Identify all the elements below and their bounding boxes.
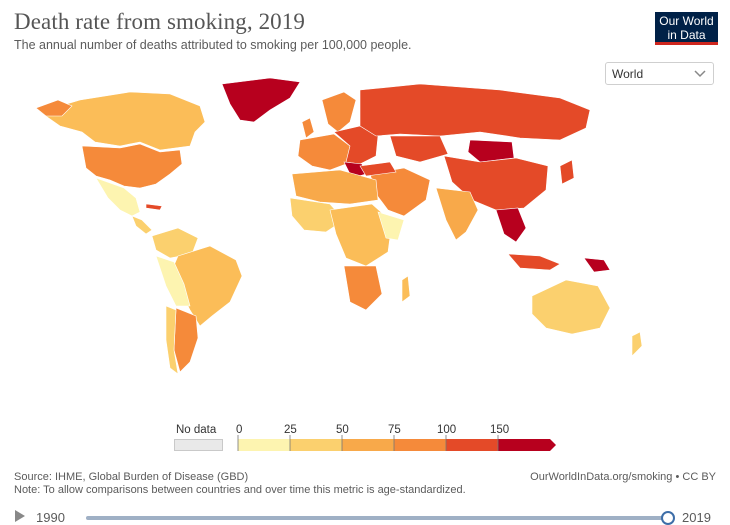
country-scandinavia[interactable] bbox=[321, 91, 357, 133]
region-select[interactable]: World bbox=[605, 62, 714, 85]
legend-tick-100: 100 bbox=[437, 424, 457, 436]
country-mexico[interactable] bbox=[95, 177, 141, 217]
source-note: Source: IHME, Global Burden of Disease (… bbox=[14, 471, 249, 483]
timeline-handle[interactable] bbox=[661, 511, 675, 525]
chevron-down-icon bbox=[694, 70, 706, 78]
country-west-africa[interactable] bbox=[289, 197, 345, 233]
country-central-america[interactable] bbox=[131, 215, 153, 235]
country-japan[interactable] bbox=[559, 159, 575, 185]
owid-logo[interactable]: Our World in Data bbox=[655, 12, 718, 45]
legend-bin-25-50 bbox=[290, 439, 342, 451]
legend-tick-75: 75 bbox=[388, 424, 401, 436]
timeline-end-year[interactable]: 2019 bbox=[682, 510, 711, 525]
legend-no-data-label: No data bbox=[176, 424, 217, 436]
legend-bin-100-150 bbox=[446, 439, 498, 451]
country-turkey[interactable] bbox=[359, 161, 397, 177]
legend-no-data-swatch bbox=[174, 439, 223, 451]
logo-line-1: Our World bbox=[659, 14, 714, 28]
country-india[interactable] bbox=[435, 187, 479, 241]
legend-bin-50-75 bbox=[342, 439, 394, 451]
logo-accent-bar bbox=[655, 42, 718, 45]
country-uk[interactable] bbox=[301, 117, 315, 139]
country-alaska[interactable] bbox=[35, 99, 73, 117]
legend-bar bbox=[237, 435, 556, 451]
region-select-value: World bbox=[612, 67, 644, 81]
legend-bin-75-100 bbox=[394, 439, 446, 451]
country-central-africa[interactable] bbox=[329, 203, 393, 267]
country-new-zealand[interactable] bbox=[631, 331, 643, 357]
country-australia[interactable] bbox=[531, 279, 611, 335]
timeline-start-year[interactable]: 1990 bbox=[36, 510, 65, 525]
legend-bin-150-plus bbox=[498, 439, 556, 451]
methodology-note: Note: To allow comparisons between count… bbox=[14, 484, 466, 496]
country-russia[interactable] bbox=[359, 83, 591, 141]
country-united-states[interactable] bbox=[81, 143, 183, 189]
legend-tick-25: 25 bbox=[284, 424, 297, 436]
country-cuba[interactable] bbox=[145, 203, 163, 211]
country-canada[interactable] bbox=[39, 91, 206, 151]
legend-bin-0-25 bbox=[238, 439, 290, 451]
legend-tick-50: 50 bbox=[336, 424, 349, 436]
chart-title: Death rate from smoking, 2019 bbox=[14, 9, 305, 34]
world-map[interactable] bbox=[0, 70, 730, 410]
timeline-track[interactable] bbox=[86, 516, 668, 520]
logo-line-2: in Data bbox=[667, 28, 706, 42]
chart-subtitle: The annual number of deaths attributed t… bbox=[14, 38, 412, 52]
country-middle-east[interactable] bbox=[369, 167, 431, 217]
country-madagascar[interactable] bbox=[401, 275, 411, 303]
country-papua-new-guinea[interactable] bbox=[583, 257, 611, 273]
legend-tick-0: 0 bbox=[236, 424, 243, 436]
country-kazakhstan[interactable] bbox=[389, 135, 449, 163]
country-east-africa[interactable] bbox=[377, 211, 405, 241]
legend-tick-150: 150 bbox=[490, 424, 510, 436]
country-indonesia[interactable] bbox=[507, 253, 561, 271]
source-link[interactable]: OurWorldInData.org/smoking • CC BY bbox=[530, 471, 716, 483]
country-argentina[interactable] bbox=[173, 307, 199, 373]
country-western-europe[interactable] bbox=[297, 133, 351, 171]
play-icon[interactable] bbox=[15, 510, 25, 522]
country-peru-bolivia[interactable] bbox=[155, 255, 191, 307]
country-greenland[interactable] bbox=[221, 77, 301, 123]
country-southeast-asia[interactable] bbox=[495, 207, 527, 243]
country-southern-africa[interactable] bbox=[343, 265, 383, 311]
country-north-africa[interactable] bbox=[291, 169, 379, 205]
country-chile[interactable] bbox=[165, 305, 179, 375]
